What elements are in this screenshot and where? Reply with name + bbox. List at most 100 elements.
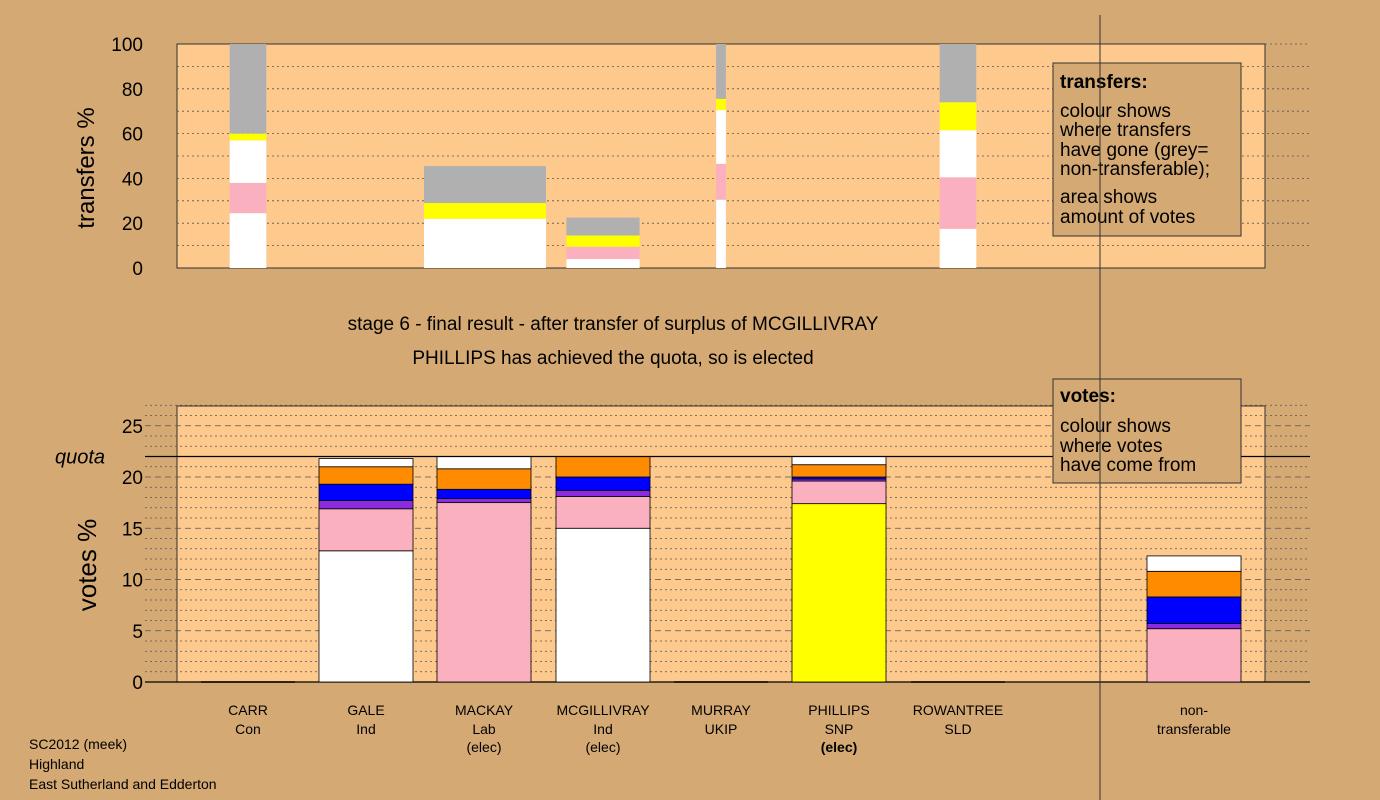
transfers-y-tick-label: 80 [122,80,143,101]
transfer-segment [716,44,726,99]
stage-subtitle: PHILLIPS has achieved the quota, so is e… [412,348,813,369]
vote-segment [318,483,414,501]
candidate-party-label: UKIP [705,721,738,737]
transfer-segment [939,177,977,229]
candidate-status-label: (elec) [821,739,858,755]
vote-segment [318,550,414,683]
transfer-segment [939,102,977,131]
vote-segment [791,480,887,505]
vote-segment [318,466,414,485]
candidate-status-label: (elec) [585,739,620,755]
transfers-legend-heading: transfers: [1060,72,1148,93]
votes-y-axis-label: votes % [72,519,102,612]
votes-y-tick-label: 10 [122,571,143,592]
transfers-legend-line: non-transferable); [1060,159,1210,180]
vote-segment [1146,596,1242,624]
vote-segment [1146,570,1242,598]
candidate-party-label: SLD [944,721,971,737]
votes-y-tick-label: 15 [122,519,143,540]
candidate-party-label: transferable [1157,721,1231,737]
candidate-party-label: SNP [825,721,854,737]
vote-segment [436,488,532,499]
votes-y-tick-label: 0 [132,673,143,694]
candidate-party-label: Lab [472,721,496,737]
transfer-segment [566,235,640,247]
vote-segment [555,456,651,478]
transfers-legend-line: colour shows [1060,101,1171,122]
votes-legend-line: colour shows [1060,416,1171,437]
vote-segment [318,508,414,552]
transfer-segment [229,213,267,268]
footer-line: SC2012 (meek) [29,736,127,752]
transfers-y-tick-label: 20 [122,214,143,235]
candidate-name-label: ROWANTREE [913,702,1003,718]
vote-segment [436,456,532,470]
transfer-segment [716,199,726,268]
transfer-segment [424,166,546,204]
vote-segment [436,502,532,683]
transfers-legend-line: area shows [1060,187,1157,208]
candidate-name-label: PHILLIPS [808,702,869,718]
vote-segment [791,464,887,478]
transfer-segment [424,203,546,219]
transfers-y-axis-label: transfers % [73,107,100,228]
votes-y-tick-label: 5 [132,622,143,643]
candidate-party-label: Ind [593,721,612,737]
votes-legend-line: have come from [1060,455,1196,476]
vote-segment [555,489,651,497]
vote-segment [555,527,651,683]
transfer-segment [566,246,640,260]
vote-segment [1146,628,1242,683]
candidate-name-label: GALE [347,702,384,718]
transfer-segment [939,44,977,103]
transfer-segment [716,98,726,111]
transfers-y-tick-label: 100 [111,35,143,56]
stage-title: stage 6 - final result - after transfer … [348,314,879,335]
votes-legend-line: where votes [1059,436,1162,457]
candidate-party-label: Ind [356,721,375,737]
transfer-segment [229,182,267,214]
transfers-y-tick-label: 60 [122,125,143,146]
transfers-legend-line: have gone (grey= [1060,140,1208,161]
vote-segment [791,456,887,466]
transfers-legend: transfers: colour shows where transfers … [1052,62,1242,237]
vote-segment [318,458,414,468]
vote-segment [318,500,414,510]
quota-label: quota [55,447,105,469]
transfer-segment [229,133,267,141]
vote-segment [1146,555,1242,572]
votes-chart: 0 5 10 15 20 25 quota votes % CARR Con GALE Ind M… [55,404,1310,755]
candidate-name-label: CARR [228,702,268,718]
vote-segment [555,496,651,529]
votes-y-tick-label: 25 [122,417,143,438]
transfers-y-tick-label: 0 [132,259,143,280]
vote-segment [791,503,887,683]
transfers-y-tick-label: 40 [122,169,143,190]
footer-line: East Sutherland and Edderton [29,776,217,792]
candidate-name-label: MACKAY [455,702,514,718]
transfer-segment [566,259,640,268]
transfer-segment [566,217,640,236]
votes-y-tick-label: 20 [122,468,143,489]
transfer-segment [229,44,267,134]
candidate-party-label: Con [235,721,261,737]
vote-segment [436,498,532,504]
candidate-name-label: non- [1180,702,1208,718]
vote-segment [555,476,651,491]
transfer-segment [939,228,977,268]
vote-segment [436,468,532,490]
footer-line: Highland [29,756,84,772]
candidate-name-label: MCGILLIVRAY [556,702,650,718]
transfer-segment [424,218,546,268]
candidate-status-label: (elec) [466,739,501,755]
transfer-segment [229,140,267,183]
transfers-legend-line: amount of votes [1060,207,1195,228]
votes-legend-heading: votes: [1060,386,1116,407]
vote-segment [1146,623,1242,630]
transfer-segment [716,163,726,200]
votes-legend: votes: colour shows where votes have com… [1052,378,1242,484]
candidate-name-label: MURRAY [691,702,751,718]
transfer-segment [716,110,726,164]
transfer-segment [939,130,977,178]
